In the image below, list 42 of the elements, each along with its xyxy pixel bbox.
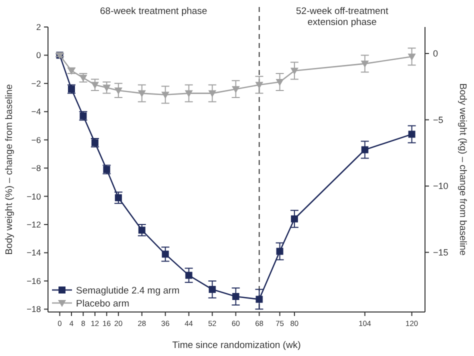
- point: [162, 250, 169, 258]
- y2-tick-label: 0: [433, 48, 438, 59]
- point: [361, 146, 368, 154]
- legend-label: Placebo arm: [76, 298, 130, 310]
- point: [276, 248, 284, 255]
- legend-label: Semaglutide 2.4 mg arm: [76, 285, 180, 296]
- y-tick-label: −18: [26, 304, 42, 314]
- y-tick-label: 0: [36, 50, 42, 60]
- y2-tick-label: −10: [433, 181, 448, 192]
- y-tick-label: 2: [36, 22, 42, 32]
- point: [161, 92, 170, 99]
- point: [256, 296, 263, 303]
- y-tick-label: −16: [26, 276, 42, 286]
- point: [138, 90, 146, 98]
- y-tick-label: −2: [31, 78, 42, 88]
- point: [408, 130, 416, 138]
- point: [290, 68, 298, 75]
- y-tick-label: −10: [26, 191, 42, 202]
- y-tick-label: −6: [31, 134, 42, 145]
- point: [255, 82, 264, 89]
- point: [208, 286, 216, 293]
- y-tick-label: −14: [26, 248, 42, 258]
- y2-axis-title: Body weight (kg) – change from baseline: [457, 83, 468, 256]
- point: [208, 90, 216, 98]
- point: [290, 215, 298, 222]
- point: [184, 90, 193, 98]
- y2-tick-label: −5: [433, 114, 444, 125]
- point: [114, 87, 122, 94]
- y-tick-label: −8: [31, 163, 42, 174]
- point: [232, 292, 240, 300]
- point: [185, 272, 192, 279]
- x-axis-title: Time since randomization (wk): [172, 340, 301, 351]
- point: [408, 54, 416, 61]
- y-axis-title: Body weight (%) – change from baseline: [4, 84, 15, 255]
- annotation: 52-week off-treatment extension phase: [296, 6, 389, 28]
- point: [276, 79, 284, 86]
- point: [232, 86, 240, 94]
- y-tick-label: −12: [26, 220, 42, 230]
- text: 68-week treatment phase: [100, 6, 208, 17]
- y-tick-label: −4: [31, 106, 42, 117]
- point: [360, 60, 369, 68]
- y2-tick-label: −15: [433, 248, 448, 258]
